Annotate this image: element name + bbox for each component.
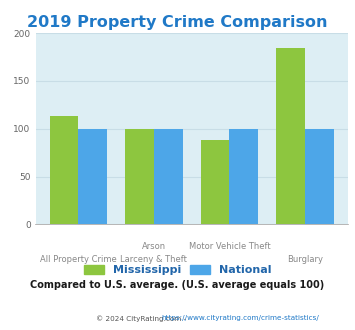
Legend: Mississippi, National: Mississippi, National (81, 261, 274, 279)
Text: All Property Crime: All Property Crime (40, 255, 117, 264)
Text: https://www.cityrating.com/crime-statistics/: https://www.cityrating.com/crime-statist… (162, 315, 320, 321)
Text: Motor Vehicle Theft: Motor Vehicle Theft (189, 243, 270, 251)
Text: Larceny & Theft: Larceny & Theft (120, 255, 187, 264)
Text: Burglary: Burglary (287, 255, 323, 264)
Bar (50, 116, 78, 224)
Bar (78, 129, 107, 224)
Bar (154, 129, 182, 224)
Bar (229, 129, 258, 224)
Bar (125, 129, 154, 224)
Text: © 2024 CityRating.com -: © 2024 CityRating.com - (96, 315, 188, 322)
Bar (201, 140, 229, 224)
Bar (276, 48, 305, 224)
Text: Arson: Arson (142, 243, 166, 251)
Bar (305, 129, 334, 224)
Text: Compared to U.S. average. (U.S. average equals 100): Compared to U.S. average. (U.S. average … (31, 280, 324, 290)
Text: 2019 Property Crime Comparison: 2019 Property Crime Comparison (27, 15, 328, 30)
